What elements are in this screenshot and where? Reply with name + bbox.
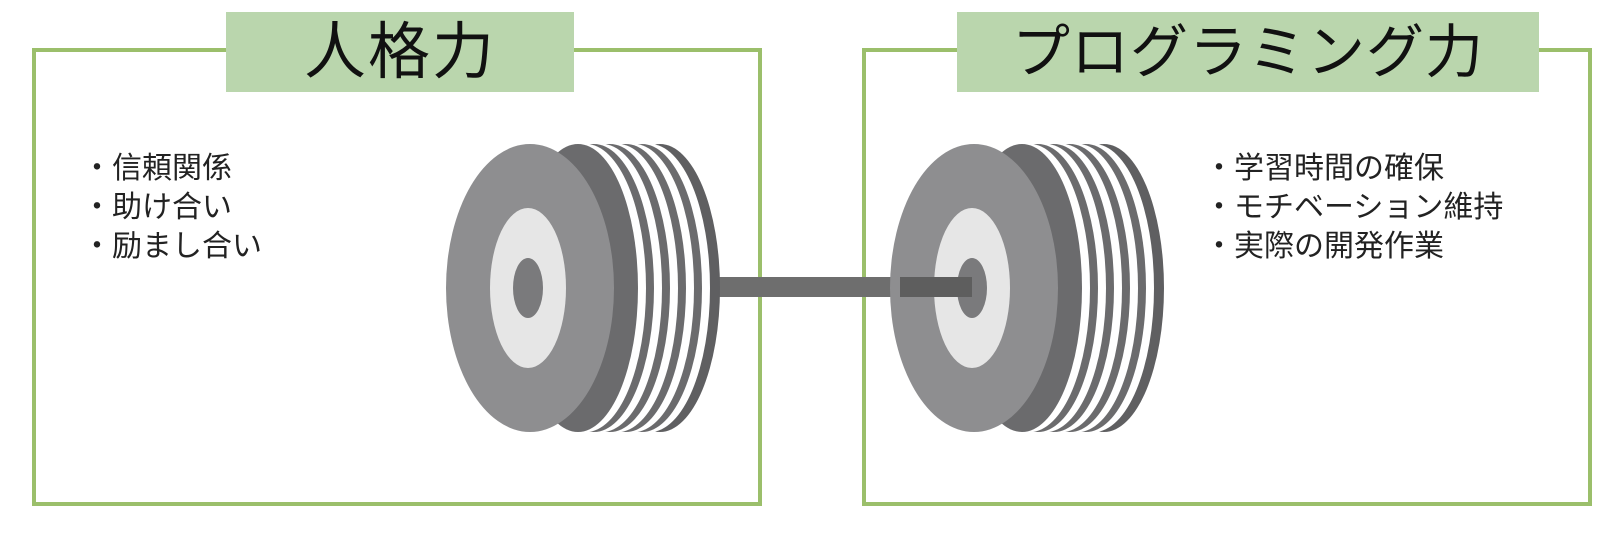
list-item: 信頼関係	[82, 149, 262, 188]
left-panel-title: 人格力	[226, 12, 574, 92]
barbell-bar-end	[900, 277, 972, 297]
left-weight-plate-stack	[446, 144, 720, 432]
right-weight-plate-stack	[890, 144, 1164, 432]
right-bullet-list: 学習時間の確保 モチベーション維持 実際の開発作業	[1204, 149, 1503, 266]
right-panel-title: プログラミング力	[957, 12, 1539, 92]
list-item: 助け合い	[82, 188, 262, 227]
list-item: モチベーション維持	[1204, 188, 1503, 227]
list-item: 実際の開発作業	[1204, 227, 1503, 266]
list-item: 学習時間の確保	[1204, 149, 1503, 188]
list-item: 励まし合い	[82, 227, 262, 266]
left-bullet-list: 信頼関係 助け合い 励まし合い	[82, 149, 262, 266]
